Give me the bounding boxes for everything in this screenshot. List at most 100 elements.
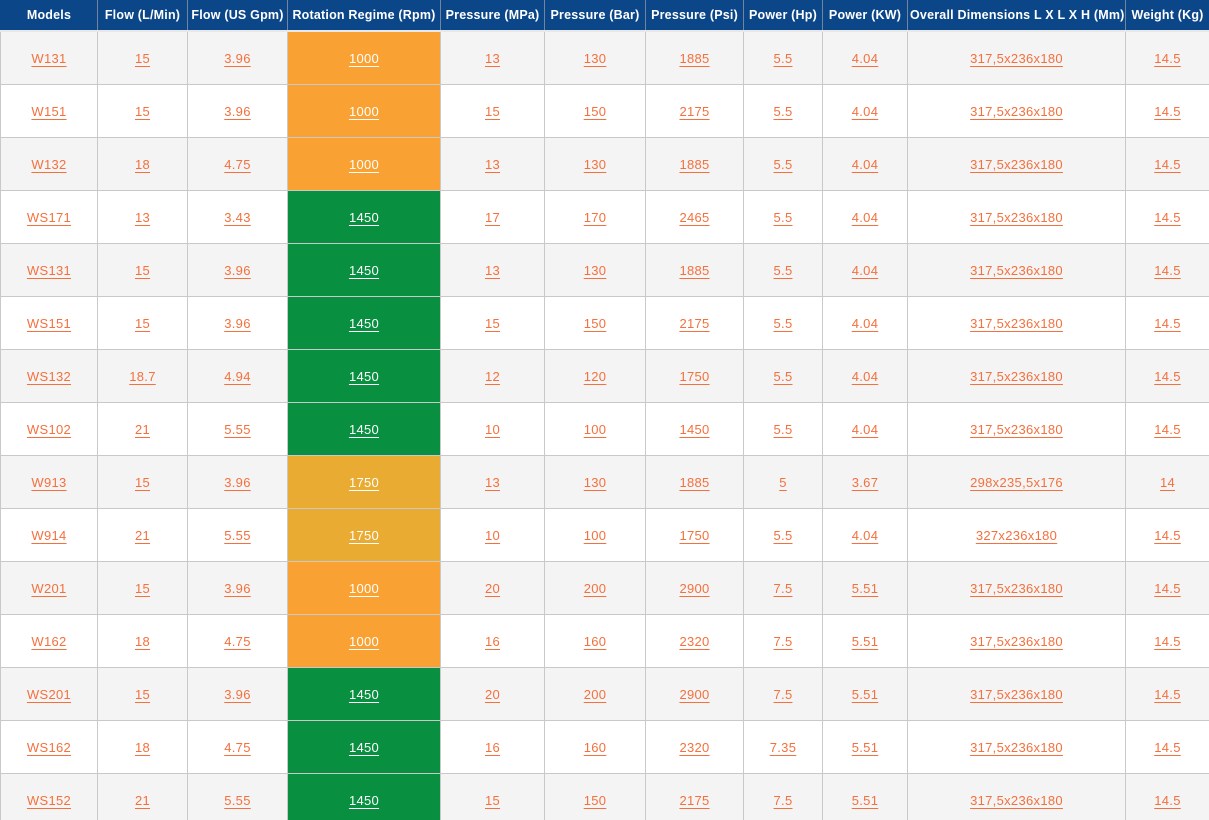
dimensions-link[interactable]: 317,5x236x180: [970, 315, 1063, 331]
power-kw-link[interactable]: 4.04: [851, 262, 879, 278]
pressure-bar-link[interactable]: 100: [583, 527, 607, 543]
rotation-rpm-link[interactable]: 1000: [348, 633, 380, 649]
flow-us-gpm-link[interactable]: 4.75: [224, 633, 251, 649]
rotation-rpm-link[interactable]: 1000: [348, 50, 380, 66]
flow-l-min-link[interactable]: 21: [134, 421, 151, 437]
pressure-bar-link[interactable]: 130: [583, 262, 607, 278]
pressure-psi-link[interactable]: 2175: [679, 792, 710, 808]
power-hp-link[interactable]: 5.5: [773, 368, 793, 384]
weight-link[interactable]: 14.5: [1154, 50, 1181, 66]
model-link[interactable]: WS201: [26, 686, 72, 702]
pressure-psi-link[interactable]: 2900: [679, 686, 710, 702]
pressure-psi-link[interactable]: 1750: [679, 527, 710, 543]
pressure-mpa-link[interactable]: 20: [484, 580, 501, 596]
pressure-bar-link[interactable]: 200: [583, 580, 607, 596]
rotation-rpm-link[interactable]: 1000: [348, 580, 380, 596]
pressure-psi-link[interactable]: 2465: [679, 209, 710, 225]
rotation-rpm-link[interactable]: 1750: [348, 474, 380, 490]
dimensions-link[interactable]: 317,5x236x180: [970, 633, 1063, 649]
pressure-psi-link[interactable]: 2320: [679, 739, 710, 755]
power-hp-link[interactable]: 5.5: [773, 527, 793, 543]
dimensions-link[interactable]: 317,5x236x180: [970, 421, 1063, 437]
model-link[interactable]: W151: [31, 103, 67, 119]
pressure-mpa-link[interactable]: 15: [484, 792, 501, 808]
dimensions-link[interactable]: 317,5x236x180: [970, 368, 1063, 384]
weight-link[interactable]: 14.5: [1154, 156, 1181, 172]
model-link[interactable]: WS152: [26, 792, 72, 808]
pressure-mpa-link[interactable]: 15: [484, 103, 501, 119]
pressure-bar-link[interactable]: 100: [583, 421, 607, 437]
flow-us-gpm-link[interactable]: 3.96: [224, 262, 251, 278]
rotation-rpm-link[interactable]: 1750: [348, 527, 380, 543]
pressure-bar-link[interactable]: 130: [583, 50, 607, 66]
flow-us-gpm-link[interactable]: 4.75: [224, 739, 251, 755]
model-link[interactable]: W131: [31, 50, 67, 66]
power-hp-link[interactable]: 5.5: [773, 262, 793, 278]
pressure-mpa-link[interactable]: 12: [484, 368, 501, 384]
flow-us-gpm-link[interactable]: 3.96: [224, 315, 251, 331]
pressure-psi-link[interactable]: 2320: [679, 633, 710, 649]
power-hp-link[interactable]: 5: [779, 474, 787, 490]
pressure-mpa-link[interactable]: 13: [484, 156, 501, 172]
pressure-mpa-link[interactable]: 13: [484, 50, 501, 66]
power-hp-link[interactable]: 7.5: [773, 686, 793, 702]
flow-l-min-link[interactable]: 15: [134, 50, 151, 66]
model-link[interactable]: WS171: [26, 209, 72, 225]
pressure-psi-link[interactable]: 1885: [679, 262, 710, 278]
weight-link[interactable]: 14.5: [1154, 315, 1181, 331]
power-hp-link[interactable]: 7.5: [773, 580, 793, 596]
flow-us-gpm-link[interactable]: 4.75: [224, 156, 251, 172]
power-kw-link[interactable]: 5.51: [851, 633, 879, 649]
power-kw-link[interactable]: 3.67: [851, 474, 879, 490]
pressure-psi-link[interactable]: 2175: [679, 103, 710, 119]
dimensions-link[interactable]: 317,5x236x180: [970, 262, 1063, 278]
rotation-rpm-link[interactable]: 1450: [348, 368, 380, 384]
flow-us-gpm-link[interactable]: 5.55: [224, 527, 251, 543]
pressure-mpa-link[interactable]: 16: [484, 633, 501, 649]
power-kw-link[interactable]: 4.04: [851, 315, 879, 331]
weight-link[interactable]: 14.5: [1154, 633, 1181, 649]
power-kw-link[interactable]: 4.04: [851, 209, 879, 225]
power-kw-link[interactable]: 5.51: [851, 686, 879, 702]
weight-link[interactable]: 14: [1159, 474, 1176, 490]
pressure-mpa-link[interactable]: 16: [484, 739, 501, 755]
model-link[interactable]: WS162: [26, 739, 72, 755]
rotation-rpm-link[interactable]: 1000: [348, 103, 380, 119]
power-hp-link[interactable]: 5.5: [773, 209, 793, 225]
rotation-rpm-link[interactable]: 1450: [348, 209, 380, 225]
flow-l-min-link[interactable]: 18: [134, 156, 151, 172]
weight-link[interactable]: 14.5: [1154, 580, 1181, 596]
pressure-psi-link[interactable]: 1750: [679, 368, 710, 384]
power-kw-link[interactable]: 5.51: [851, 580, 879, 596]
pressure-psi-link[interactable]: 1885: [679, 474, 710, 490]
power-hp-link[interactable]: 5.5: [773, 103, 793, 119]
power-kw-link[interactable]: 4.04: [851, 103, 879, 119]
pressure-bar-link[interactable]: 160: [583, 633, 607, 649]
rotation-rpm-link[interactable]: 1450: [348, 792, 380, 808]
pressure-bar-link[interactable]: 150: [583, 103, 607, 119]
pressure-bar-link[interactable]: 150: [583, 315, 607, 331]
dimensions-link[interactable]: 317,5x236x180: [970, 209, 1063, 225]
flow-l-min-link[interactable]: 21: [134, 792, 151, 808]
flow-us-gpm-link[interactable]: 5.55: [224, 421, 251, 437]
flow-us-gpm-link[interactable]: 5.55: [224, 792, 251, 808]
weight-link[interactable]: 14.5: [1154, 209, 1181, 225]
rotation-rpm-link[interactable]: 1000: [348, 156, 380, 172]
pressure-mpa-link[interactable]: 10: [484, 421, 501, 437]
pressure-mpa-link[interactable]: 13: [484, 262, 501, 278]
pressure-bar-link[interactable]: 160: [583, 739, 607, 755]
flow-l-min-link[interactable]: 15: [134, 686, 151, 702]
rotation-rpm-link[interactable]: 1450: [348, 686, 380, 702]
flow-l-min-link[interactable]: 18: [134, 633, 151, 649]
flow-us-gpm-link[interactable]: 3.96: [224, 50, 251, 66]
power-kw-link[interactable]: 4.04: [851, 50, 879, 66]
flow-l-min-link[interactable]: 15: [134, 103, 151, 119]
power-kw-link[interactable]: 4.04: [851, 156, 879, 172]
model-link[interactable]: W132: [31, 156, 67, 172]
flow-us-gpm-link[interactable]: 3.96: [224, 103, 251, 119]
flow-l-min-link[interactable]: 18.7: [129, 368, 156, 384]
power-kw-link[interactable]: 5.51: [851, 792, 879, 808]
model-link[interactable]: WS131: [26, 262, 72, 278]
power-hp-link[interactable]: 5.5: [773, 50, 793, 66]
dimensions-link[interactable]: 317,5x236x180: [970, 739, 1063, 755]
